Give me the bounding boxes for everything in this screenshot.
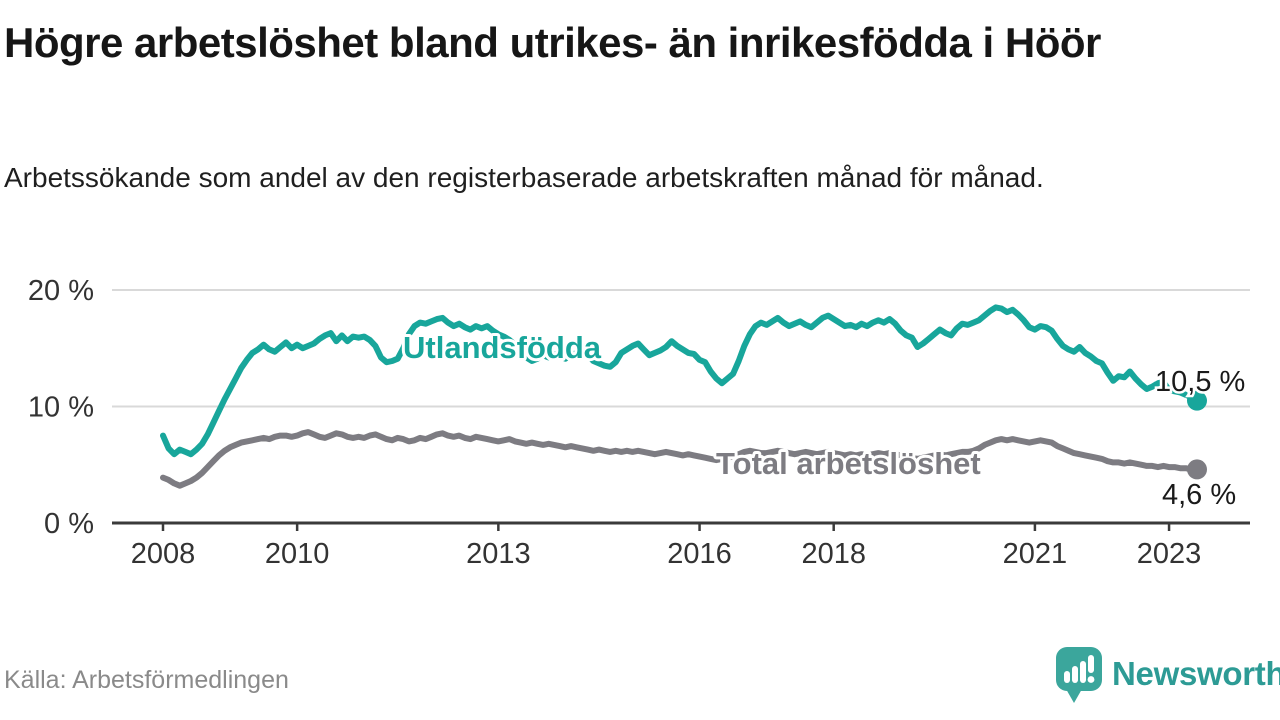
x-tick-label: 2013 xyxy=(466,538,531,570)
x-tick-label: 2018 xyxy=(801,538,866,570)
unemployment-line-chart: 2008 2010 2013 2016 2018 2021 2023 0 % 10 % 20 % U… xyxy=(0,260,1280,575)
y-tick-label: 0 % xyxy=(44,508,94,540)
series-label: Utlandsfödda xyxy=(403,330,602,365)
x-tick-label: 2010 xyxy=(265,538,330,570)
series-line-utlandsfodda xyxy=(160,304,1200,458)
chart-subtitle: Arbetssökande som andel av den registerb… xyxy=(4,162,1044,193)
source-note: Källa: Arbetsförmedlingen xyxy=(4,666,289,694)
x-tick-label: 2023 xyxy=(1137,538,1202,570)
x-tick-label: 2008 xyxy=(131,538,196,570)
brand-wordmark: Newsworthy xyxy=(1112,655,1280,692)
series-end-value-label: 10,5 % xyxy=(1155,366,1245,398)
page-title: Högre arbetslöshet bland utrikes- än inr… xyxy=(4,19,1101,66)
x-tick-label: 2021 xyxy=(1003,538,1068,570)
series-line-total xyxy=(160,429,1200,489)
series-end-value-label: 4,6 % xyxy=(1162,479,1236,511)
series-label: Total arbetslöshet xyxy=(716,446,981,481)
x-tick-label: 2016 xyxy=(667,538,732,570)
y-tick-label: 20 % xyxy=(28,275,94,307)
newsworthy-speech-bubble-bar-chart-icon xyxy=(1056,647,1102,703)
chart-canvas: 2008 2010 2013 2016 2018 2021 2023 0 % 10 % 20 % U… xyxy=(28,275,1250,570)
y-tick-label: 10 % xyxy=(28,391,94,423)
newsworthy-logo: Newsworthy xyxy=(1054,646,1280,704)
series-end-dot xyxy=(1186,390,1207,411)
series-end-dot xyxy=(1186,459,1207,480)
